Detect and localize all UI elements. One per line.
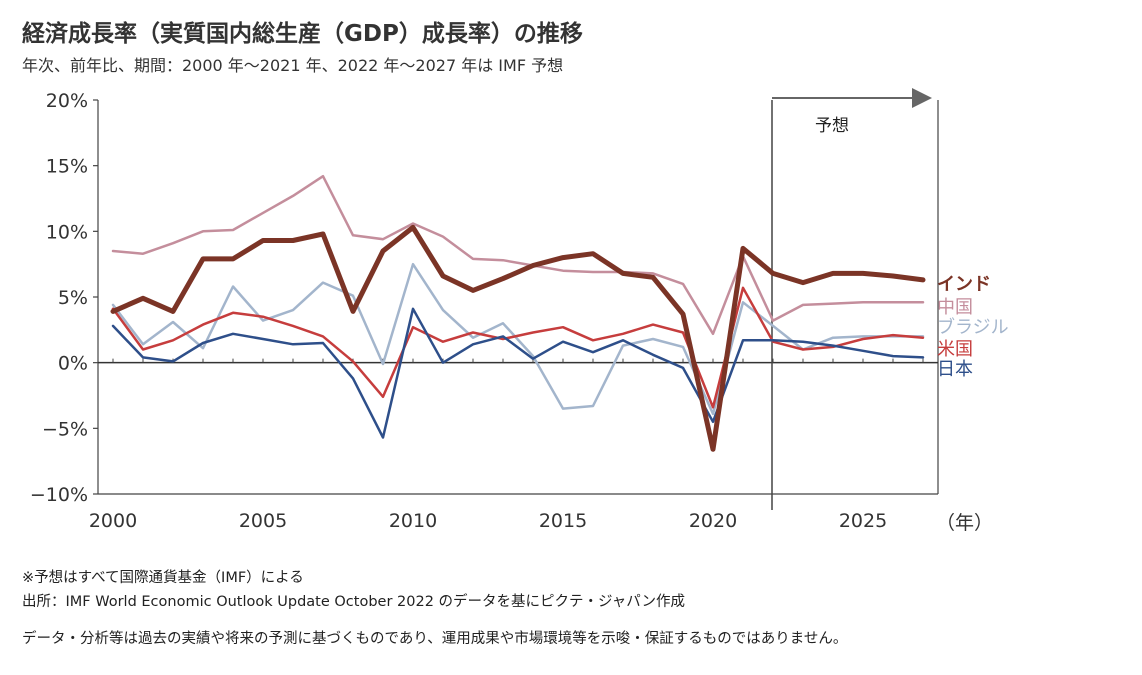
series-lines <box>110 174 926 452</box>
series-line-日本 <box>111 307 925 439</box>
y-tick-label: −10% <box>30 484 88 506</box>
y-tick-label: 10% <box>46 221 88 243</box>
legend-label-中国: 中国 <box>937 297 973 318</box>
source-note: 出所：IMF World Economic Outlook Update Oct… <box>22 594 686 610</box>
series-line-中国 <box>111 174 925 336</box>
x-tick-label: 2010 <box>389 510 437 532</box>
x-tick-label: 2015 <box>539 510 587 532</box>
y-tick-label: 15% <box>46 156 88 178</box>
series-line-インド <box>110 224 926 452</box>
x-tick-label: 2000 <box>89 510 137 532</box>
forecast-region: 予想 <box>771 88 932 510</box>
chart-title: 経済成長率（実質国内総生産（GDP）成長率）の推移 <box>22 21 583 47</box>
gdp-growth-chart: 20% 15% 10% 5% 0% −5% −10%2000 2005 2010 2015 2020… <box>30 88 1009 534</box>
x-tick-label: 2025 <box>839 510 887 532</box>
y-tick-label: 0% <box>58 353 88 375</box>
forecast-note: ※予想はすべて国際通貨基金（IMF）による <box>22 570 304 586</box>
legend-label-日本: 日本 <box>937 359 973 380</box>
y-tick-label: 5% <box>58 287 88 309</box>
y-tick-label: −5% <box>42 418 88 440</box>
x-tick-label: 2005 <box>239 510 287 532</box>
chart-subtitle: 年次、前年比、期間：2000 年～2021 年、2022 年～2027 年は I… <box>22 56 564 75</box>
legend-label-インド: インド <box>937 274 991 295</box>
forecast-label: 予想 <box>815 116 849 136</box>
x-tick-label: 2020 <box>689 510 737 532</box>
axes: 20% 15% 10% 5% 0% −5% −10%2000 2005 2010 2015 2020… <box>30 90 939 532</box>
series-line-米国 <box>111 286 925 409</box>
y-tick-label: 20% <box>46 90 88 112</box>
x-axis-unit: （年） <box>936 512 993 534</box>
series-line-ブラジル <box>111 262 925 416</box>
disclaimer-note: データ・分析等は過去の実績や将来の予測に基づくものであり、運用成果や市場環境等を… <box>22 631 848 647</box>
legend-label-ブラジル: ブラジル <box>937 316 1009 338</box>
legend-label-米国: 米国 <box>937 339 973 360</box>
